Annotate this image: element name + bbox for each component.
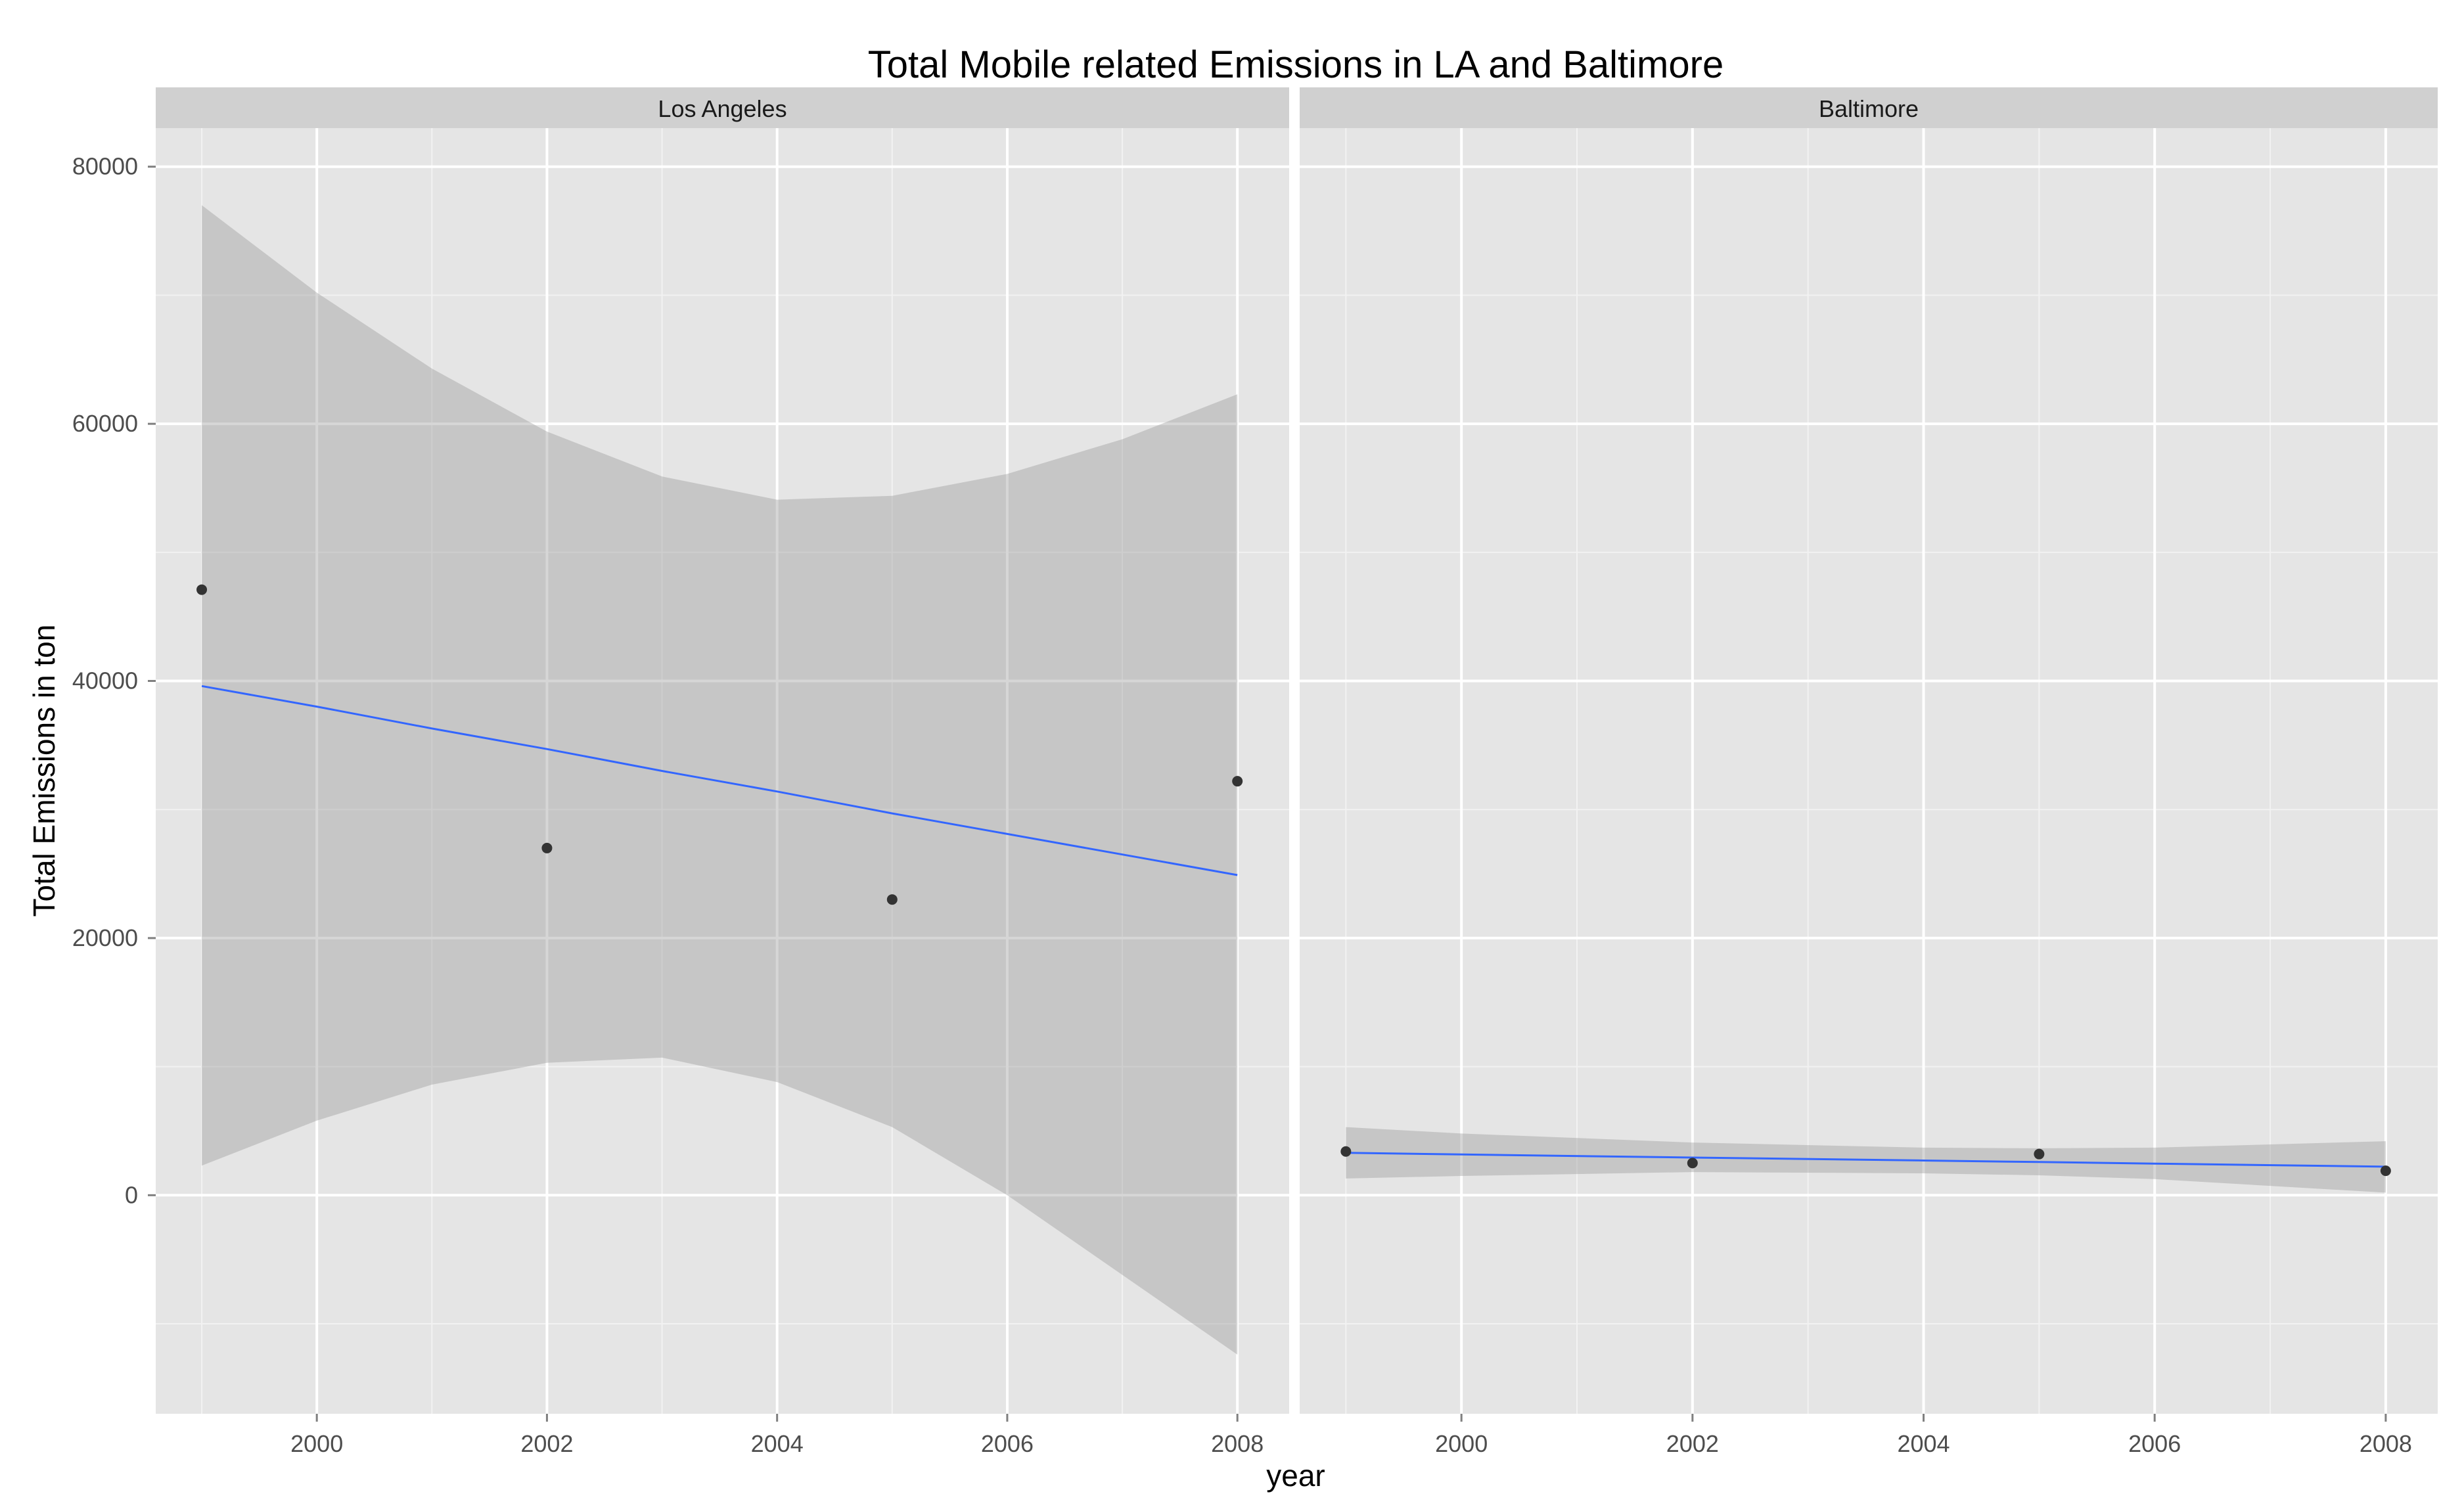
data-point	[2034, 1148, 2045, 1160]
x-tick-label: 2002	[520, 1430, 573, 1457]
x-tick-label: 2008	[2360, 1430, 2412, 1457]
smooth-line	[1346, 1152, 2386, 1168]
y-tick-label: 20000	[72, 924, 138, 951]
x-tick-label: 2006	[981, 1430, 1034, 1457]
confidence-ribbon	[202, 205, 1238, 1355]
facet-strip	[156, 87, 1289, 128]
x-tick-label: 2002	[1666, 1430, 1719, 1457]
y-tick-label: 0	[125, 1181, 138, 1208]
panel-background	[1300, 128, 2438, 1414]
y-tick-label: 80000	[72, 153, 138, 180]
x-tick-label: 2000	[290, 1430, 343, 1457]
y-tick-label: 60000	[72, 410, 138, 437]
x-axis-title: year	[1266, 1458, 1325, 1493]
panel-background	[156, 128, 1289, 1414]
x-tick-label: 2006	[2128, 1430, 2181, 1457]
y-axis-title: Total Emissions in ton	[27, 625, 61, 917]
y-tick-label: 40000	[72, 667, 138, 694]
data-point	[2380, 1165, 2391, 1177]
facet-panel-los-angeles: Los Angeles 2000 2002 2004 2006 2008	[156, 87, 1289, 1457]
x-tick-label: 2004	[1897, 1430, 1950, 1457]
data-point	[541, 842, 553, 853]
x-tick-label: 2000	[1435, 1430, 1488, 1457]
x-tick-label: 2004	[751, 1430, 804, 1457]
facet-strip-label: Baltimore	[1819, 95, 1919, 122]
facet-strip	[1300, 87, 2438, 128]
data-point	[1340, 1146, 1352, 1157]
facet-panel-baltimore: Baltimore 2000 2002 2004 2006 2008	[1300, 87, 2438, 1457]
data-point	[1232, 776, 1243, 787]
data-point	[1687, 1158, 1698, 1169]
data-point	[196, 584, 208, 595]
data-point	[886, 894, 898, 905]
x-tick-label: 2008	[1211, 1430, 1264, 1457]
facet-strip-label: Los Angeles	[658, 95, 787, 122]
smooth-line	[201, 685, 1238, 876]
chart-title: Total Mobile related Emissions in LA and…	[868, 43, 1723, 86]
